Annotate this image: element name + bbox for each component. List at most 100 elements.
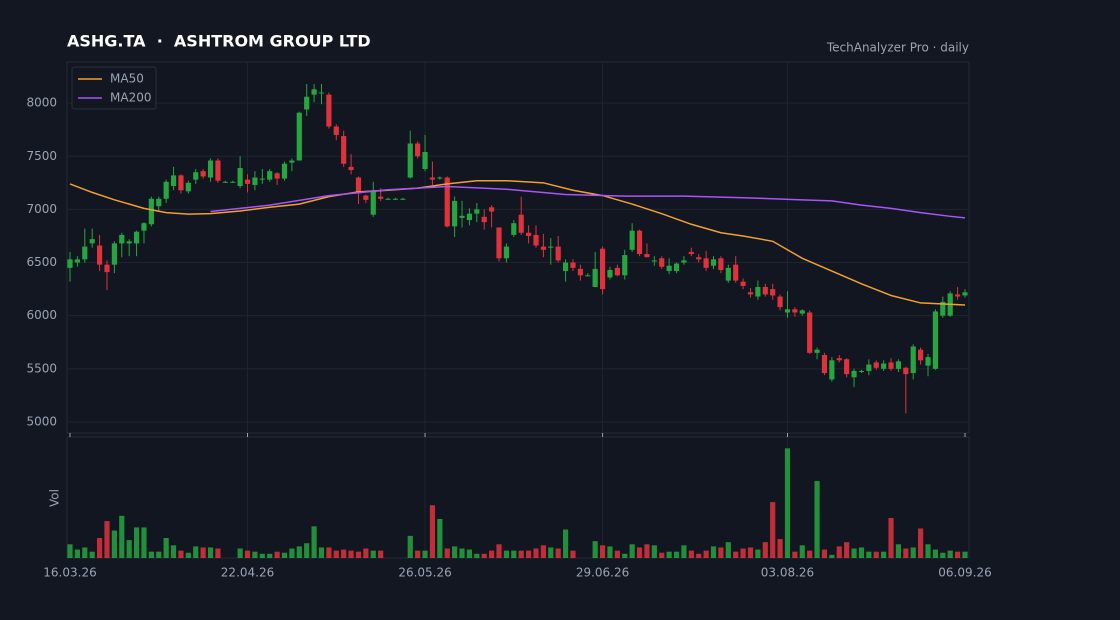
candle-body bbox=[585, 275, 591, 277]
volume-bar bbox=[918, 528, 924, 558]
volume-bar bbox=[777, 539, 783, 558]
candle-body bbox=[444, 177, 450, 227]
price-panel bbox=[66, 61, 970, 434]
volume-bar bbox=[562, 529, 569, 558]
volume-bar bbox=[526, 550, 532, 558]
volume-bar bbox=[740, 548, 746, 558]
candle-body bbox=[925, 357, 931, 366]
candle-body bbox=[119, 234, 125, 244]
candle-body bbox=[888, 362, 894, 369]
volume-bar bbox=[207, 547, 214, 558]
volume-bar bbox=[599, 545, 606, 558]
volume-bar bbox=[792, 551, 798, 558]
candle-body bbox=[673, 263, 680, 272]
x-tick-label: 16.03.26 bbox=[43, 566, 96, 580]
y-tick-label: 6000 bbox=[26, 308, 57, 322]
volume-bar bbox=[193, 546, 199, 558]
volume-bar bbox=[555, 548, 561, 558]
volume-bar bbox=[415, 550, 421, 558]
volume-bar bbox=[489, 550, 495, 558]
candle-body bbox=[599, 248, 606, 290]
candle-body bbox=[548, 246, 554, 248]
volume-bar bbox=[622, 553, 628, 558]
candle-body bbox=[222, 181, 228, 183]
candle-body bbox=[851, 370, 857, 378]
candle-body bbox=[496, 227, 502, 259]
candle-body bbox=[244, 179, 251, 184]
volume-bar bbox=[629, 544, 635, 558]
volume-bar bbox=[829, 554, 835, 558]
volume-bar bbox=[200, 547, 206, 558]
candle-body bbox=[740, 281, 746, 286]
volume-bar bbox=[673, 551, 680, 558]
candle-body bbox=[607, 269, 613, 278]
candle-body bbox=[392, 198, 399, 200]
candle-body bbox=[82, 246, 88, 260]
candle-body bbox=[799, 310, 805, 314]
volume-bar bbox=[733, 551, 739, 558]
candle-body bbox=[784, 309, 791, 313]
volume-bar bbox=[267, 553, 273, 558]
volume-bar bbox=[925, 544, 931, 558]
chart-title: ASHG.TA · ASHTROM GROUP LTD bbox=[67, 32, 371, 51]
volume-bar bbox=[185, 552, 191, 558]
candle-body bbox=[792, 309, 798, 313]
volume-bar bbox=[881, 551, 887, 558]
volume-bar bbox=[888, 517, 894, 558]
candle-body bbox=[452, 200, 458, 227]
volume-bar bbox=[67, 544, 73, 558]
legend-label: MA50 bbox=[110, 72, 144, 86]
volume-bar bbox=[548, 547, 554, 558]
candle-body bbox=[644, 254, 650, 258]
candle-body bbox=[881, 363, 887, 369]
candle-body bbox=[341, 136, 347, 164]
volume-bar bbox=[570, 550, 576, 558]
candle-body bbox=[178, 175, 184, 191]
candle-body bbox=[807, 312, 813, 353]
volume-bar bbox=[96, 537, 103, 558]
volume-bar bbox=[215, 548, 221, 558]
volume-bar bbox=[163, 537, 169, 558]
candle-body bbox=[474, 209, 480, 214]
candle-body bbox=[562, 262, 569, 272]
legend-label: MA200 bbox=[110, 91, 151, 105]
candle-body bbox=[858, 370, 865, 372]
candle-body bbox=[466, 213, 473, 221]
volume-bar bbox=[104, 521, 110, 558]
candle-body bbox=[415, 143, 421, 157]
candle-body bbox=[629, 230, 635, 250]
candle-body bbox=[111, 243, 117, 265]
volume-bar bbox=[799, 545, 805, 558]
candle-body bbox=[836, 358, 842, 361]
volume-bar bbox=[903, 548, 909, 558]
candle-body bbox=[592, 268, 598, 287]
x-tick-label: 22.04.26 bbox=[221, 566, 274, 580]
y-tick-label: 7000 bbox=[26, 202, 57, 216]
volume-bar bbox=[895, 544, 902, 558]
volume-bar bbox=[807, 550, 813, 558]
candle-body bbox=[207, 160, 214, 178]
y-tick-label: 8000 bbox=[26, 96, 57, 110]
volume-bar bbox=[503, 550, 509, 558]
candle-body bbox=[481, 216, 487, 223]
candle-body bbox=[770, 289, 776, 296]
volume-bar bbox=[296, 546, 302, 558]
y-tick-label: 5000 bbox=[26, 414, 57, 428]
volume-bar bbox=[518, 550, 524, 558]
volume-bar bbox=[170, 545, 177, 558]
volume-bar bbox=[326, 547, 332, 558]
candle-body bbox=[725, 267, 731, 281]
candle-body bbox=[311, 89, 317, 95]
candle-body bbox=[511, 223, 517, 235]
volume-bar bbox=[156, 551, 162, 558]
candle-body bbox=[710, 259, 717, 266]
candle-body bbox=[370, 190, 376, 215]
volume-bar bbox=[304, 543, 310, 558]
candle-body bbox=[296, 112, 302, 161]
candle-body bbox=[326, 94, 332, 127]
y-tick-label: 5500 bbox=[26, 361, 57, 375]
candle-body bbox=[148, 198, 154, 225]
volume-bar bbox=[259, 553, 265, 558]
volume-bar bbox=[725, 542, 731, 558]
